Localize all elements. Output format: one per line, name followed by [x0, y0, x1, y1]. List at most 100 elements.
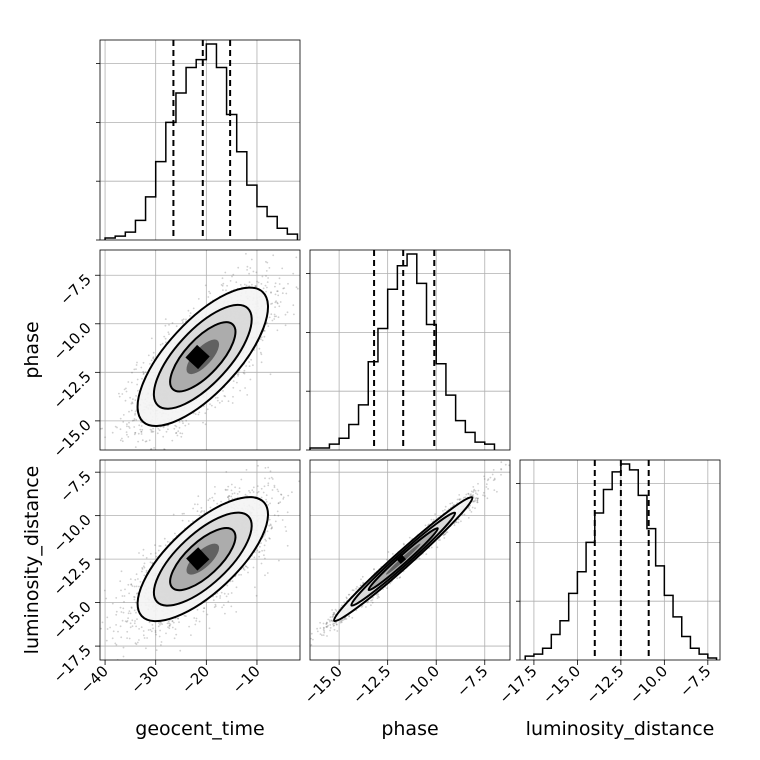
sample-point [114, 425, 117, 428]
sample-point [257, 490, 260, 493]
sample-point [263, 544, 266, 547]
sample-point [152, 430, 155, 433]
sample-point [131, 625, 134, 628]
sample-point [126, 630, 129, 633]
panel-content [97, 460, 300, 660]
sample-point [227, 400, 230, 403]
sample-point [253, 556, 256, 559]
sample-point [251, 489, 254, 492]
sample-point [126, 620, 129, 622]
sample-point [149, 363, 151, 365]
sample-point [244, 493, 247, 496]
sample-point [260, 338, 262, 341]
sample-point [189, 312, 192, 314]
contour-line [169, 321, 237, 393]
histogram-geocent_time [104, 43, 299, 240]
sample-point [121, 619, 124, 622]
sample-point [242, 371, 245, 374]
sample-point [152, 356, 155, 359]
sample-point [264, 557, 266, 560]
sample-point [270, 527, 273, 530]
hist-panel-phase [306, 249, 511, 451]
sample-point [284, 313, 287, 316]
sample-point [134, 410, 137, 413]
sample-point [247, 571, 249, 574]
sample-point [172, 621, 175, 624]
sample-point [134, 454, 136, 456]
sample-point [207, 296, 210, 298]
sample-point [281, 267, 284, 270]
sample-point [138, 585, 140, 588]
sample-point [260, 542, 262, 544]
sample-point [243, 369, 246, 372]
sample-point [204, 284, 207, 287]
sample-point [262, 491, 265, 494]
sample-point [210, 404, 213, 407]
sample-point [135, 573, 138, 576]
sample-point [164, 544, 167, 547]
sample-point [209, 292, 212, 295]
sample-point [135, 364, 138, 366]
sample-point [214, 603, 217, 606]
sample-point [278, 559, 280, 562]
sample-point [246, 265, 249, 268]
sample-point [134, 432, 137, 434]
sample-point [252, 486, 255, 489]
sample-point [171, 620, 174, 623]
sample-point [236, 493, 239, 495]
sample-point [145, 458, 147, 460]
sample-point [230, 495, 233, 498]
sample-point [223, 395, 226, 397]
panel-content [100, 250, 300, 460]
sample-point [155, 633, 158, 636]
sample-point [267, 484, 270, 487]
sample-point [267, 277, 269, 279]
sample-point [155, 555, 158, 558]
sample-point [232, 386, 235, 389]
sample-point [142, 361, 145, 364]
sample-point [295, 256, 298, 259]
sample-point [129, 622, 132, 625]
sample-point [226, 284, 229, 287]
sample-point [122, 646, 125, 649]
sample-point [265, 260, 267, 263]
sample-point [159, 545, 162, 547]
sample-point [271, 497, 273, 500]
sample-point [243, 372, 246, 375]
sample-point [235, 281, 238, 284]
sample-point [252, 270, 255, 273]
sample-point [274, 306, 276, 308]
sample-point [274, 520, 277, 523]
sample-point [169, 623, 172, 626]
contour-line [136, 286, 270, 428]
sample-point [196, 503, 199, 506]
sample-point [177, 430, 180, 433]
sample-point [276, 290, 278, 293]
sample-point [127, 381, 130, 383]
sample-point [295, 286, 298, 289]
sample-point [263, 549, 266, 552]
sample-point [119, 439, 122, 442]
sample-point [273, 313, 276, 316]
contour-line [152, 303, 253, 410]
sample-point [236, 381, 238, 384]
sample-point [221, 284, 224, 287]
sample-point [137, 389, 139, 392]
sample-point [239, 284, 242, 286]
sample-point [97, 584, 99, 586]
sample-point [133, 426, 136, 428]
sample-point [181, 432, 184, 435]
sample-point [182, 321, 184, 324]
sample-point [123, 388, 126, 391]
sample-point [118, 392, 120, 395]
sample-point [105, 639, 108, 642]
sample-point [264, 284, 267, 287]
sample-point [151, 624, 154, 626]
sample-point [254, 285, 256, 287]
sample-point [159, 621, 162, 624]
sample-point [175, 431, 178, 434]
sample-point [133, 419, 136, 422]
sample-point [120, 611, 123, 613]
sample-point [212, 599, 215, 602]
sample-point [128, 592, 131, 595]
